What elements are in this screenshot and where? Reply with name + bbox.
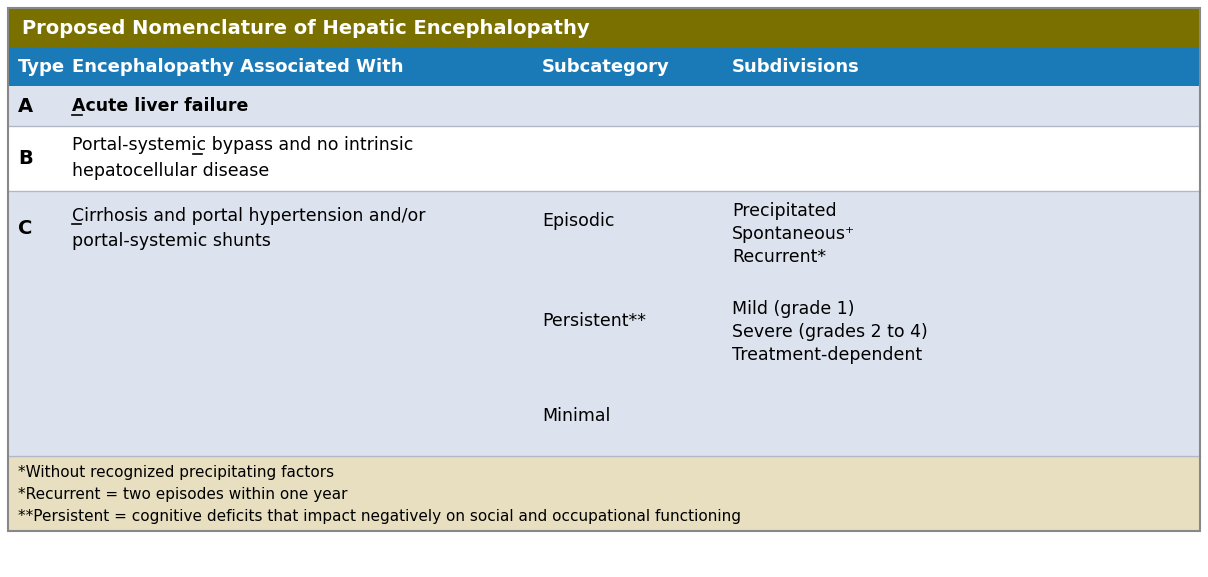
- Text: Treatment-dependent: Treatment-dependent: [732, 346, 922, 364]
- Bar: [8, 86, 1200, 126]
- Text: Proposed Nomenclature of Hepatic Encephalopathy: Proposed Nomenclature of Hepatic Encepha…: [22, 18, 590, 38]
- Text: *Without recognized precipitating factors: *Without recognized precipitating factor…: [18, 464, 335, 479]
- Bar: [8, 8, 1200, 48]
- Text: Portal-systemic bypass and no intrinsic: Portal-systemic bypass and no intrinsic: [72, 137, 413, 155]
- Text: Cirrhosis and portal hypertension and/or: Cirrhosis and portal hypertension and/or: [72, 207, 425, 225]
- Text: *Recurrent = two episodes within one year: *Recurrent = two episodes within one yea…: [18, 486, 348, 501]
- Text: Recurrent*: Recurrent*: [732, 248, 826, 266]
- Text: Subdivisions: Subdivisions: [732, 58, 860, 76]
- Bar: [8, 48, 1200, 86]
- Text: A: A: [18, 96, 33, 115]
- Text: Encephalopathy Associated With: Encephalopathy Associated With: [72, 58, 403, 76]
- Text: Episodic: Episodic: [542, 212, 615, 230]
- Text: Subcategory: Subcategory: [542, 58, 669, 76]
- Text: **Persistent = cognitive deficits that impact negatively on social and occupatio: **Persistent = cognitive deficits that i…: [18, 508, 741, 523]
- Text: Acute liver failure: Acute liver failure: [72, 97, 249, 115]
- Text: Minimal: Minimal: [542, 407, 610, 425]
- Text: Spontaneous⁺: Spontaneous⁺: [732, 225, 855, 243]
- Text: Precipitated: Precipitated: [732, 202, 837, 220]
- Text: Persistent**: Persistent**: [542, 312, 646, 330]
- Text: Mild (grade 1): Mild (grade 1): [732, 300, 854, 318]
- Bar: [8, 191, 1200, 456]
- Text: B: B: [18, 149, 33, 168]
- Bar: [8, 456, 1200, 531]
- Text: portal-systemic shunts: portal-systemic shunts: [72, 232, 271, 250]
- Text: Severe (grades 2 to 4): Severe (grades 2 to 4): [732, 323, 928, 341]
- Text: hepatocellular disease: hepatocellular disease: [72, 163, 269, 181]
- Bar: [8, 126, 1200, 191]
- Text: C: C: [18, 219, 33, 238]
- Text: Type: Type: [18, 58, 65, 76]
